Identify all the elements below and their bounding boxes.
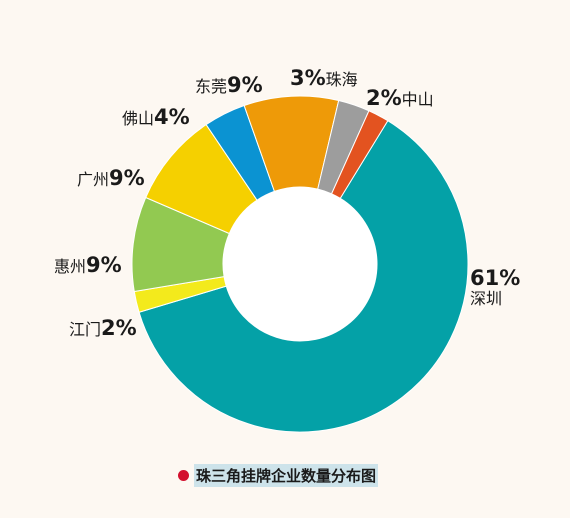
label-zhuhai-city: 珠海 [325, 70, 358, 89]
label-zhongshan: 2%中山 [366, 88, 434, 109]
label-dongguan-city: 东莞 [195, 77, 228, 96]
label-huizhou-percent: 9% [86, 253, 122, 277]
label-foshan-percent: 4% [154, 105, 190, 129]
label-jiangmen: 江门2% [69, 318, 137, 339]
slice-0 [138, 120, 469, 433]
chart-caption: 珠三角挂牌企业数量分布图 [178, 463, 379, 487]
label-foshan-city: 佛山 [122, 109, 155, 128]
label-jiangmen-percent: 2% [101, 316, 137, 340]
label-shenzhen: 61% 深圳 [470, 268, 520, 307]
label-guangzhou-percent: 9% [109, 166, 145, 190]
label-huizhou: 惠州9% [54, 255, 122, 276]
label-zhuhai-percent: 3% [290, 66, 326, 90]
chart-title: 珠三角挂牌企业数量分布图 [194, 463, 379, 487]
label-jiangmen-city: 江门 [69, 320, 102, 339]
caption-bullet-icon [178, 469, 189, 481]
label-shenzhen-city: 深圳 [470, 289, 503, 308]
donut-hole [223, 187, 377, 341]
label-shenzhen-percent: 61% [470, 266, 521, 290]
label-guangzhou-city: 广州 [77, 170, 110, 189]
label-dongguan-percent: 9% [227, 73, 263, 97]
label-zhongshan-city: 中山 [401, 90, 434, 109]
label-huizhou-city: 惠州 [54, 257, 87, 276]
label-foshan: 佛山4% [122, 107, 190, 128]
label-guangzhou: 广州9% [77, 168, 145, 189]
label-zhongshan-percent: 2% [366, 86, 402, 110]
label-dongguan: 东莞9% [195, 75, 263, 96]
label-zhuhai: 3%珠海 [290, 68, 358, 89]
